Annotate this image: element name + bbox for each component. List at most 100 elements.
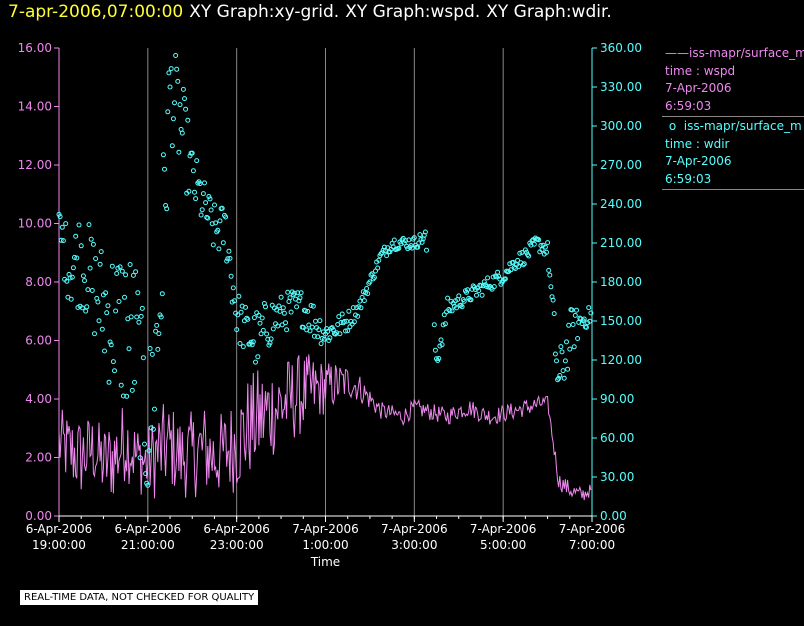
wdir-point bbox=[324, 326, 330, 332]
wdir-point bbox=[234, 327, 240, 333]
wdir-point bbox=[167, 84, 173, 90]
wdir-point bbox=[325, 329, 331, 334]
wdir-point bbox=[180, 86, 186, 92]
wdir-point bbox=[581, 316, 587, 322]
wdir-point bbox=[401, 240, 407, 246]
wdir-point bbox=[70, 265, 76, 271]
wdir-point bbox=[99, 326, 105, 332]
wdir-point bbox=[156, 331, 162, 337]
wdir-point bbox=[102, 348, 107, 354]
wdir-point bbox=[265, 336, 271, 342]
wdir-point bbox=[346, 308, 352, 314]
wdir-point bbox=[303, 308, 308, 314]
wdir-point bbox=[146, 448, 152, 454]
wdir-point bbox=[140, 355, 146, 361]
wdir-point bbox=[226, 248, 232, 254]
wdir-point bbox=[545, 240, 551, 246]
wdir-point bbox=[459, 304, 465, 310]
y-right-tick-label: 360.00 bbox=[600, 41, 642, 55]
y-right-tick-label: 300.00 bbox=[600, 119, 642, 133]
wdir-point bbox=[119, 268, 125, 274]
wspd-line bbox=[58, 354, 592, 501]
wdir-point bbox=[364, 286, 370, 291]
legend-circle-icon: o bbox=[665, 119, 684, 133]
wdir-point bbox=[143, 471, 149, 477]
wdir-point bbox=[461, 298, 467, 304]
wdir-point bbox=[88, 236, 94, 242]
wdir-point bbox=[317, 318, 323, 324]
wdir-point bbox=[107, 339, 113, 345]
legend-entry-wdir[interactable]: o iss-mapr/surface_m time : wdir 7-Apr-2… bbox=[662, 117, 804, 190]
wdir-point bbox=[508, 267, 514, 273]
legend-wdir-var: time : wdir bbox=[665, 136, 730, 151]
wdir-point bbox=[345, 328, 351, 334]
wdir-point bbox=[87, 265, 93, 271]
wdir-point bbox=[298, 290, 304, 296]
wdir-point bbox=[93, 256, 99, 262]
wdir-point bbox=[355, 313, 361, 319]
wdir-point bbox=[379, 250, 385, 256]
wdir-point bbox=[177, 102, 183, 108]
graph-title-bar: 7-apr-2006,07:00:00 XY Graph:xy-grid. XY G… bbox=[8, 1, 612, 23]
wdir-point bbox=[542, 244, 548, 250]
wdir-point bbox=[165, 109, 171, 115]
wdir-point bbox=[109, 263, 115, 269]
wdir-point bbox=[138, 313, 144, 319]
wdir-point bbox=[531, 241, 537, 247]
wdir-point bbox=[491, 284, 497, 290]
wdir-point bbox=[79, 305, 85, 311]
wdir-point bbox=[256, 312, 262, 318]
wdir-point bbox=[510, 259, 516, 265]
wdir-point bbox=[216, 246, 222, 252]
wdir-point bbox=[432, 347, 438, 353]
wdir-point bbox=[268, 336, 274, 342]
wdir-point bbox=[112, 368, 117, 374]
wdir-point bbox=[203, 200, 209, 206]
wdir-point bbox=[502, 276, 508, 282]
wdir-point bbox=[92, 331, 97, 337]
wdir-point bbox=[465, 287, 471, 293]
wdir-point bbox=[351, 319, 357, 325]
wdir-point bbox=[478, 283, 484, 289]
wdir-point bbox=[297, 295, 303, 301]
wdir-point bbox=[130, 272, 136, 278]
legend-wspd-var: time : wspd bbox=[665, 63, 736, 78]
wdir-point bbox=[139, 305, 145, 311]
wdir-point bbox=[277, 308, 283, 314]
wdir-point bbox=[89, 288, 95, 293]
x-tick-label-time: 21:00:00 bbox=[121, 538, 175, 552]
y-right-tick-label: 330.00 bbox=[600, 80, 642, 94]
wdir-point bbox=[321, 336, 327, 342]
wdir-point bbox=[240, 344, 246, 350]
wdir-point bbox=[166, 70, 172, 76]
wdir-point bbox=[564, 339, 569, 345]
wdir-point bbox=[95, 299, 101, 305]
wdir-point bbox=[116, 299, 122, 304]
wdir-point bbox=[560, 368, 566, 374]
wdir-point bbox=[447, 308, 453, 314]
wdir-point bbox=[68, 296, 74, 302]
wdir-point bbox=[315, 334, 321, 340]
wdir-point bbox=[280, 305, 286, 311]
wdir-point bbox=[155, 346, 161, 352]
y-left-tick-label: 2.00 bbox=[25, 451, 52, 465]
wdir-point bbox=[192, 189, 197, 195]
y-right-tick-label: 180.00 bbox=[600, 275, 642, 289]
wdir-point bbox=[310, 303, 316, 309]
wdir-point bbox=[387, 249, 393, 255]
wdir-point bbox=[546, 267, 552, 273]
wdir-point bbox=[127, 262, 133, 267]
x-tick-label-date: 7-Apr-2006 bbox=[559, 522, 626, 536]
legend-entry-wspd[interactable]: ——iss-mapr/surface_m time : wspd 7-Apr-2… bbox=[662, 44, 804, 117]
wdir-point bbox=[496, 273, 502, 279]
wdir-point bbox=[80, 273, 86, 279]
wdir-point bbox=[411, 235, 417, 241]
wdir-point bbox=[193, 196, 199, 202]
legend-wdir-time: 6:59:03 bbox=[665, 171, 712, 186]
wdir-point bbox=[275, 323, 281, 329]
wdir-point bbox=[113, 308, 119, 314]
wdir-point bbox=[449, 308, 455, 314]
wdir-point bbox=[189, 150, 195, 156]
wdir-point bbox=[566, 322, 572, 328]
